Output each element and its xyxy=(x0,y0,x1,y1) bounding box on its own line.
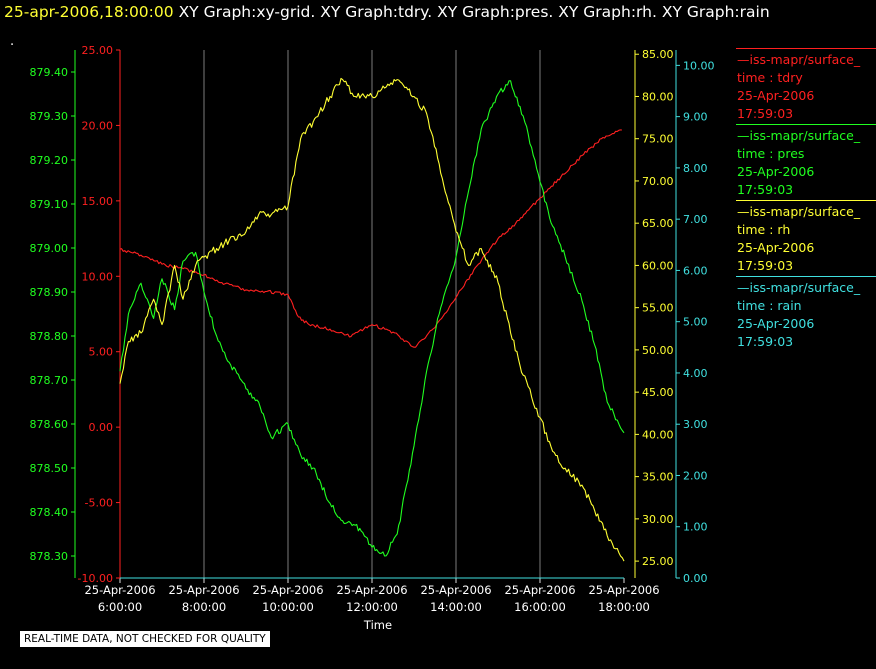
legend-time: 17:59:03 xyxy=(737,182,794,197)
legend-time: 17:59:03 xyxy=(737,258,794,273)
legend-field: time : rh xyxy=(737,222,791,237)
legend-source: —iss-mapr/surface_ xyxy=(737,280,861,295)
legend-date: 25-Apr-2006 xyxy=(737,316,815,331)
y-tick-label-pres: 878.40 xyxy=(30,506,69,519)
y-tick-label-rain: 0.00 xyxy=(683,572,708,585)
header-title-bar: 25-apr-2006,18:00:00 XY Graph:xy-grid. X… xyxy=(4,3,770,21)
y-tick-label-rh: 80.00 xyxy=(642,90,674,103)
header-title: XY Graph:rain xyxy=(661,3,770,21)
y-tick-label-pres: 878.50 xyxy=(30,462,69,475)
legend-time: 17:59:03 xyxy=(737,106,794,121)
legend-source: —iss-mapr/surface_ xyxy=(737,52,861,67)
y-tick-label-rh: 30.00 xyxy=(642,513,674,526)
y-tick-label-rain: 9.00 xyxy=(683,111,708,124)
y-tick-label-pres: 878.90 xyxy=(30,286,69,299)
y-tick-label-pres: 879.40 xyxy=(30,66,69,79)
x-tick-label-date: 25-Apr-2006 xyxy=(336,583,407,597)
x-tick-label-time: 12:00:00 xyxy=(346,600,398,614)
legend-source: —iss-mapr/surface_ xyxy=(737,204,861,219)
y-tick-label-rain: 3.00 xyxy=(683,418,708,431)
header-timestamp: 25-apr-2006,18:00:00 xyxy=(4,3,174,21)
y-tick-label-rain: 2.00 xyxy=(683,469,708,482)
legend-source: —iss-mapr/surface_ xyxy=(737,128,861,143)
y-tick-label-rain: 1.00 xyxy=(683,521,708,534)
header-title: XY Graph:tdry. xyxy=(320,3,433,21)
x-tick-label-date: 25-Apr-2006 xyxy=(504,583,575,597)
legend-entry-rain: —iss-mapr/surface_ time : rain 25-Apr-20… xyxy=(736,276,876,352)
y-tick-label-pres: 878.80 xyxy=(30,330,69,343)
header-dot: . xyxy=(10,34,15,49)
y-tick-label-tdry: -10.00 xyxy=(78,572,113,585)
x-tick-label-time: 18:00:00 xyxy=(598,600,650,614)
quality-notice: REAL-TIME DATA, NOT CHECKED FOR QUALITY xyxy=(20,631,270,647)
x-axis-label: Time xyxy=(363,618,392,632)
series-line-rh xyxy=(119,77,625,562)
y-tick-label-tdry: 10.00 xyxy=(82,270,114,283)
legend-entry-rh: —iss-mapr/surface_ time : rh 25-Apr-2006… xyxy=(736,200,876,276)
series-line-tdry xyxy=(119,129,622,348)
y-tick-label-rh: 60.00 xyxy=(642,259,674,272)
y-tick-label-tdry: 0.00 xyxy=(89,421,114,434)
legend-entry-pres: —iss-mapr/surface_ time : pres 25-Apr-20… xyxy=(736,124,876,200)
legend-time: 17:59:03 xyxy=(737,334,794,349)
y-tick-label-rh: 40.00 xyxy=(642,428,674,441)
legend-field: time : rain xyxy=(737,298,802,313)
legend-date: 25-Apr-2006 xyxy=(737,88,815,103)
legend-entry-tdry: —iss-mapr/surface_ time : tdry 25-Apr-20… xyxy=(736,48,876,124)
x-tick-label-time: 6:00:00 xyxy=(98,600,142,614)
x-tick-label-time: 8:00:00 xyxy=(182,600,226,614)
y-tick-label-pres: 878.70 xyxy=(30,374,69,387)
y-tick-label-rain: 4.00 xyxy=(683,367,708,380)
legend-field: time : tdry xyxy=(737,70,803,85)
y-tick-label-rain: 7.00 xyxy=(683,213,708,226)
legend-field: time : pres xyxy=(737,146,805,161)
legend-date: 25-Apr-2006 xyxy=(737,164,815,179)
x-tick-label-date: 25-Apr-2006 xyxy=(252,583,323,597)
x-tick-label-time: 14:00:00 xyxy=(430,600,482,614)
x-tick-label-date: 25-Apr-2006 xyxy=(84,583,155,597)
x-tick-label-time: 10:00:00 xyxy=(262,600,314,614)
y-tick-label-pres: 879.30 xyxy=(30,110,69,123)
y-tick-label-rh: 25.00 xyxy=(642,555,674,568)
x-tick-label-date: 25-Apr-2006 xyxy=(588,583,659,597)
series-line-pres xyxy=(119,80,625,557)
y-tick-label-pres: 878.60 xyxy=(30,418,69,431)
y-tick-label-rh: 45.00 xyxy=(642,386,674,399)
x-tick-label-date: 25-Apr-2006 xyxy=(420,583,491,597)
y-tick-label-pres: 879.10 xyxy=(30,198,69,211)
header-title: XY Graph:pres. xyxy=(437,3,554,21)
y-tick-label-rain: 5.00 xyxy=(683,316,708,329)
y-tick-label-pres: 879.20 xyxy=(30,154,69,167)
y-tick-label-tdry: 15.00 xyxy=(82,195,114,208)
y-tick-label-tdry: 5.00 xyxy=(89,346,114,359)
y-tick-label-rh: 70.00 xyxy=(642,175,674,188)
y-tick-label-rh: 55.00 xyxy=(642,302,674,315)
y-tick-label-pres: 878.30 xyxy=(30,550,69,563)
y-tick-label-rh: 50.00 xyxy=(642,344,674,357)
y-tick-label-tdry: 20.00 xyxy=(82,119,114,132)
y-tick-label-rain: 8.00 xyxy=(683,162,708,175)
y-tick-label-tdry: 25.00 xyxy=(82,44,114,57)
y-tick-label-rain: 10.00 xyxy=(683,59,715,72)
x-tick-label-time: 16:00:00 xyxy=(514,600,566,614)
y-tick-label-pres: 879.00 xyxy=(30,242,69,255)
y-tick-label-rh: 35.00 xyxy=(642,471,674,484)
y-tick-label-rh: 85.00 xyxy=(642,48,674,61)
y-tick-label-rh: 75.00 xyxy=(642,133,674,146)
header-title: XY Graph:rh. xyxy=(558,3,657,21)
header-title: XY Graph:xy-grid. xyxy=(178,3,316,21)
y-tick-label-rh: 65.00 xyxy=(642,217,674,230)
y-tick-label-rain: 6.00 xyxy=(683,264,708,277)
x-tick-label-date: 25-Apr-2006 xyxy=(168,583,239,597)
legend: —iss-mapr/surface_ time : tdry 25-Apr-20… xyxy=(736,48,876,352)
y-tick-label-tdry: -5.00 xyxy=(85,497,113,510)
legend-date: 25-Apr-2006 xyxy=(737,240,815,255)
